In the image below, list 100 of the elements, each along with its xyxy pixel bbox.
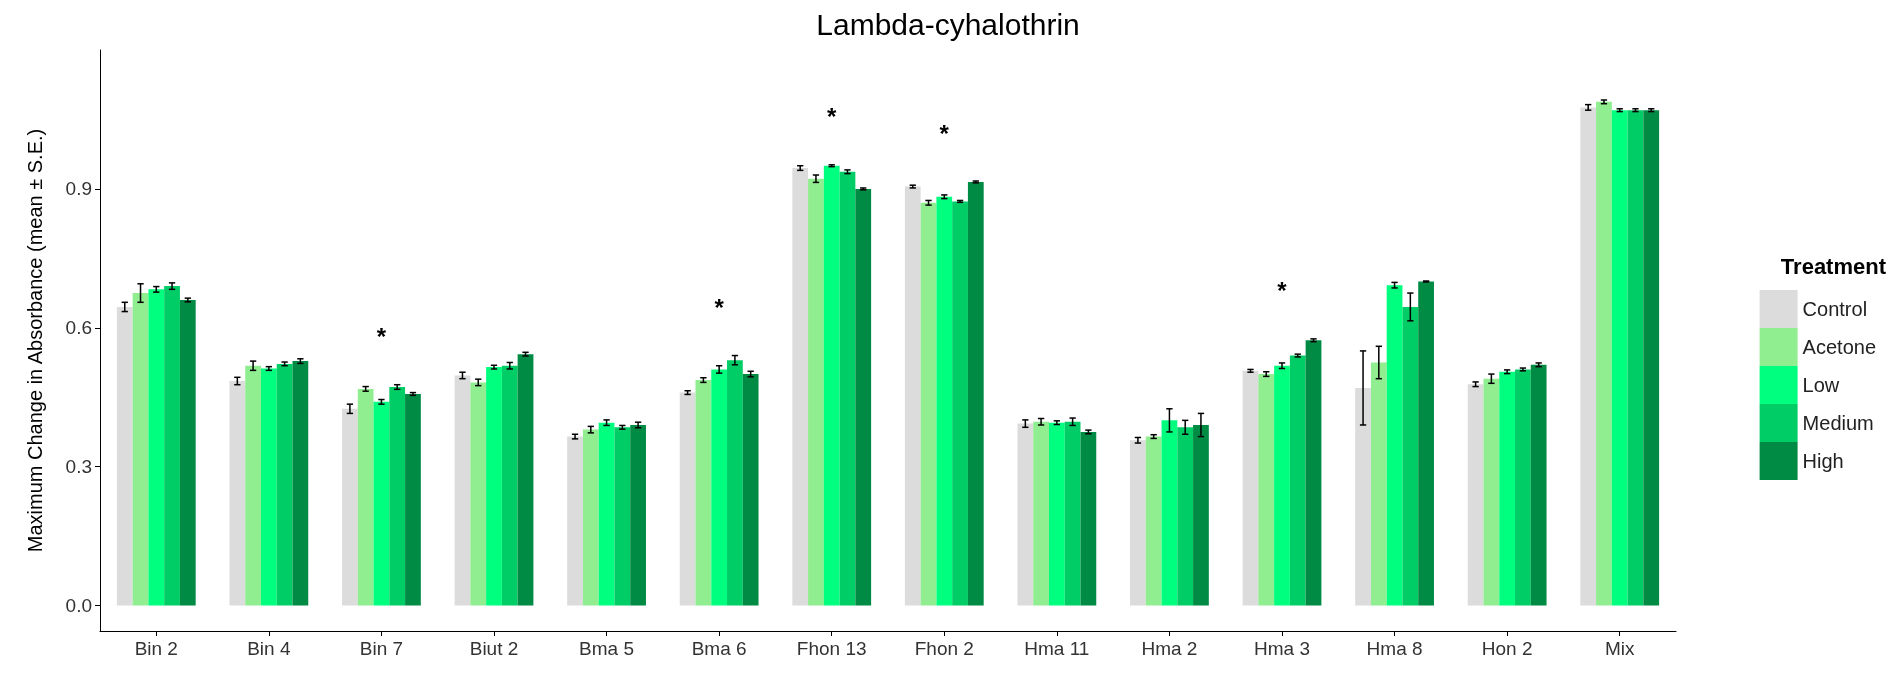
bar <box>1530 364 1547 606</box>
x-tick-label: Biut 2 <box>469 638 519 659</box>
bar <box>1242 370 1259 606</box>
bar <box>695 380 712 606</box>
x-tick-label: Bma 5 <box>579 638 635 659</box>
bar <box>1017 423 1034 606</box>
x-tick-label: Mix <box>1604 638 1635 659</box>
bar <box>598 422 615 606</box>
bar <box>116 306 133 606</box>
bar <box>967 181 984 606</box>
bar <box>229 381 246 606</box>
x-tick-label: Fhon 2 <box>914 638 974 659</box>
bar <box>1418 281 1434 606</box>
legend-label: Medium <box>1802 412 1874 434</box>
bar <box>342 408 358 606</box>
bar <box>1515 369 1531 606</box>
legend-label: High <box>1802 450 1844 472</box>
x-tick-label: Hma 8 <box>1366 638 1423 659</box>
annotation: * <box>827 103 838 131</box>
chart-title: Lambda-cyhalothrin <box>816 7 1080 41</box>
bar <box>1289 355 1306 606</box>
bar <box>742 374 759 606</box>
bar <box>920 202 937 606</box>
bar <box>1130 440 1146 606</box>
x-tick-label: Bin 4 <box>247 638 291 659</box>
x-tick-label: Hma 3 <box>1254 638 1310 659</box>
bar <box>904 186 921 606</box>
annotation: * <box>376 323 387 351</box>
bar <box>1499 371 1516 606</box>
annotation: * <box>1277 277 1288 305</box>
bar <box>1643 110 1660 606</box>
bar <box>1064 421 1081 606</box>
bar <box>1274 365 1290 606</box>
bar <box>1596 101 1612 606</box>
bar <box>1580 107 1597 606</box>
bar <box>454 375 471 606</box>
bar <box>1386 285 1403 606</box>
x-tick-label: Bma 6 <box>691 638 747 659</box>
bar <box>1355 387 1371 606</box>
bar <box>389 387 406 606</box>
bar <box>132 293 149 606</box>
bar <box>1258 374 1275 606</box>
bar <box>614 427 631 606</box>
bar <box>1193 424 1209 606</box>
bar <box>727 360 743 606</box>
bar <box>936 196 953 606</box>
bar <box>470 382 487 606</box>
y-axis-title: Maximum Change in Absorbance (mean ± S.E.) <box>24 128 46 553</box>
bar <box>245 365 261 606</box>
y-tick-label: 0.3 <box>65 456 92 478</box>
legend-label: Control <box>1802 298 1868 320</box>
x-tick-label: Fhon 13 <box>796 638 867 659</box>
bar <box>260 368 277 606</box>
bar <box>1627 110 1644 606</box>
x-tick-label: Hma 11 <box>1024 638 1090 659</box>
bar <box>1145 436 1162 606</box>
legend-label: Low <box>1802 374 1840 396</box>
bar <box>164 286 180 606</box>
bar <box>792 168 809 606</box>
bar <box>179 299 196 606</box>
bar <box>1177 427 1194 606</box>
bar <box>1611 110 1628 606</box>
bar <box>711 369 728 606</box>
bar <box>1048 422 1065 606</box>
bar <box>839 171 856 606</box>
bar <box>405 393 421 606</box>
bar <box>1402 306 1419 606</box>
annotation: * <box>714 294 725 322</box>
bar <box>357 388 374 606</box>
bar <box>1305 340 1322 606</box>
bar <box>373 401 390 606</box>
bar <box>823 165 840 606</box>
bar <box>501 365 518 606</box>
bar <box>148 289 165 606</box>
bar <box>808 178 824 606</box>
bar <box>582 429 599 606</box>
legend-title: Treatment <box>1780 253 1887 279</box>
x-tick-label: Bin 2 <box>134 638 178 659</box>
bar <box>1370 362 1387 606</box>
bar <box>1467 384 1484 606</box>
bar <box>517 354 534 606</box>
bar <box>855 188 872 606</box>
y-tick-label: 0.9 <box>65 178 92 200</box>
x-tick-label: Bin 7 <box>359 638 404 659</box>
bar <box>292 361 309 606</box>
bar <box>1033 421 1049 606</box>
bar <box>679 392 696 606</box>
x-tick-label: Hon 2 <box>1481 638 1533 659</box>
bar <box>276 363 293 606</box>
legend-label: Acetone <box>1802 336 1876 358</box>
bar <box>567 436 583 606</box>
y-tick-label: 0.6 <box>65 317 92 339</box>
y-tick-label: 0.0 <box>65 595 92 617</box>
annotation: * <box>939 119 950 147</box>
bar <box>1080 431 1097 606</box>
bar <box>952 201 968 606</box>
x-tick-label: Hma 2 <box>1141 638 1198 659</box>
bar <box>630 424 646 606</box>
bar <box>1483 378 1500 606</box>
bar <box>1161 420 1178 606</box>
